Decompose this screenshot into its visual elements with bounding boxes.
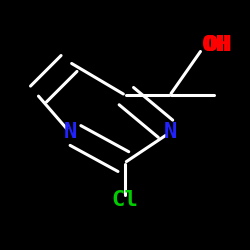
Text: N: N (163, 122, 177, 142)
Text: OH: OH (202, 35, 229, 55)
Text: OH: OH (205, 35, 232, 55)
Text: N: N (63, 122, 77, 142)
Text: Cl: Cl (112, 190, 138, 210)
